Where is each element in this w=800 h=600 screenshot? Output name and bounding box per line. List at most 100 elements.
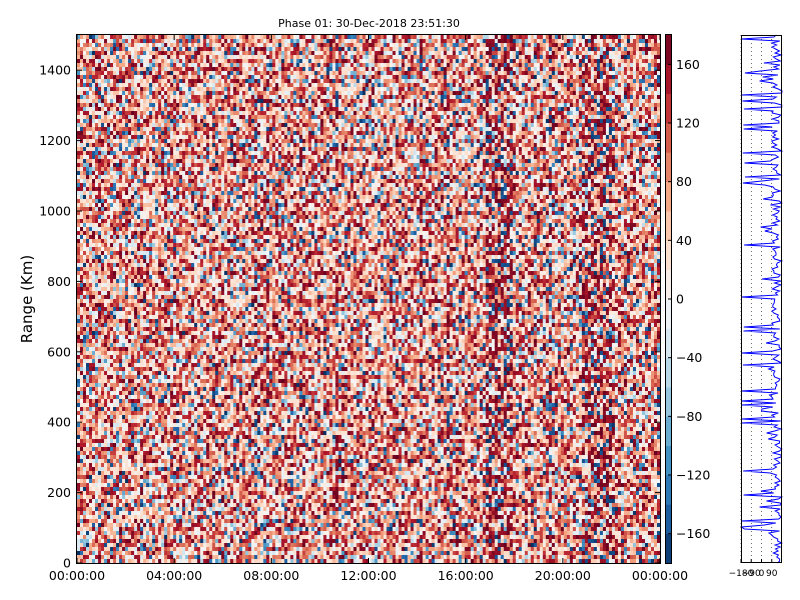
heatmap-cell bbox=[107, 391, 110, 395]
heatmap-cell bbox=[131, 499, 134, 503]
heatmap-cell bbox=[170, 531, 173, 535]
heatmap-cell bbox=[155, 243, 158, 247]
heatmap-cell bbox=[83, 415, 86, 419]
heatmap-cell bbox=[77, 287, 80, 291]
heatmap-cell bbox=[164, 143, 167, 147]
heatmap-cell bbox=[155, 535, 158, 539]
heatmap-cell bbox=[167, 495, 170, 499]
heatmap-cell bbox=[179, 275, 182, 279]
heatmap-cell bbox=[173, 307, 176, 311]
heatmap-cell bbox=[122, 543, 125, 547]
heatmap-cell bbox=[131, 199, 134, 203]
heatmap-cell bbox=[98, 271, 101, 275]
heatmap-cell bbox=[128, 223, 131, 227]
heatmap-cell bbox=[143, 535, 146, 539]
heatmap-cell bbox=[122, 215, 125, 219]
heatmap-cell bbox=[116, 211, 119, 215]
heatmap-cell bbox=[176, 191, 179, 195]
heatmap-cell bbox=[179, 415, 182, 419]
heatmap-cell bbox=[164, 235, 167, 239]
heatmap-cell bbox=[161, 95, 164, 99]
heatmap-cell bbox=[107, 227, 110, 231]
heatmap-cell bbox=[95, 247, 98, 251]
heatmap-cell bbox=[170, 203, 173, 207]
heatmap-cell bbox=[182, 255, 185, 259]
heatmap-cell bbox=[167, 547, 170, 551]
heatmap-cell bbox=[80, 479, 83, 483]
heatmap-cell bbox=[137, 255, 140, 259]
heatmap-cell bbox=[122, 499, 125, 503]
heatmap-cell bbox=[101, 139, 104, 143]
heatmap-cell bbox=[89, 79, 92, 83]
heatmap-cell bbox=[134, 143, 137, 147]
heatmap-cell bbox=[125, 203, 128, 207]
heatmap-cell bbox=[107, 199, 110, 203]
heatmap-cell bbox=[152, 455, 155, 459]
heatmap-cell bbox=[101, 335, 104, 339]
heatmap-cell bbox=[137, 171, 140, 175]
heatmap-cell bbox=[110, 427, 113, 431]
heatmap-cell bbox=[98, 395, 101, 399]
heatmap-cell bbox=[158, 163, 161, 167]
heatmap-cell bbox=[188, 91, 191, 95]
heatmap-cell bbox=[83, 315, 86, 319]
heatmap-cell bbox=[119, 451, 122, 455]
heatmap-cell bbox=[113, 179, 116, 183]
heatmap-cell bbox=[188, 39, 191, 43]
heatmap-cell bbox=[119, 139, 122, 143]
heatmap-cell bbox=[119, 223, 122, 227]
heatmap-cell bbox=[125, 303, 128, 307]
heatmap-cell bbox=[107, 363, 110, 367]
heatmap-cell bbox=[134, 555, 137, 559]
heatmap-cell bbox=[83, 487, 86, 491]
heatmap-cell bbox=[80, 111, 83, 115]
heatmap-cell bbox=[143, 539, 146, 543]
heatmap-cell bbox=[188, 59, 191, 63]
heatmap-cell bbox=[128, 43, 131, 47]
heatmap-cell bbox=[170, 451, 173, 455]
heatmap-cell bbox=[131, 95, 134, 99]
heatmap-cell bbox=[113, 367, 116, 371]
heatmap-cell bbox=[92, 275, 95, 279]
heatmap-cell bbox=[158, 415, 161, 419]
heatmap-cell bbox=[188, 243, 191, 247]
heatmap-cell bbox=[101, 187, 104, 191]
heatmap-cell bbox=[89, 207, 92, 211]
heatmap-cell bbox=[122, 35, 125, 39]
heatmap-cell bbox=[152, 379, 155, 383]
heatmap-cell bbox=[98, 403, 101, 407]
heatmap-cell bbox=[185, 379, 188, 383]
heatmap-cell bbox=[167, 259, 170, 263]
heatmap-cell bbox=[119, 355, 122, 359]
heatmap-cell bbox=[173, 311, 176, 315]
heatmap-cell bbox=[122, 423, 125, 427]
heatmap-cell bbox=[170, 335, 173, 339]
heatmap-cell bbox=[167, 387, 170, 391]
heatmap-cell bbox=[146, 207, 149, 211]
heatmap-cell bbox=[113, 523, 116, 527]
heatmap-cell bbox=[167, 379, 170, 383]
heatmap-cell bbox=[131, 123, 134, 127]
heatmap-cell bbox=[146, 223, 149, 227]
heatmap-cell bbox=[110, 527, 113, 531]
heatmap-cell bbox=[149, 323, 152, 327]
heatmap-cell bbox=[80, 131, 83, 135]
heatmap-cell bbox=[110, 243, 113, 247]
heatmap-cell bbox=[170, 167, 173, 171]
heatmap-cell bbox=[134, 439, 137, 443]
heatmap-cell bbox=[101, 75, 104, 79]
heatmap-cell bbox=[167, 59, 170, 63]
heatmap-cell bbox=[176, 463, 179, 467]
heatmap-cell bbox=[188, 247, 191, 251]
heatmap-cell bbox=[116, 127, 119, 131]
heatmap-cell bbox=[182, 75, 185, 79]
heatmap-cell bbox=[143, 35, 146, 39]
heatmap-cell bbox=[155, 475, 158, 479]
heatmap-cell bbox=[185, 467, 188, 471]
heatmap-cell bbox=[107, 335, 110, 339]
heatmap-cell bbox=[167, 531, 170, 535]
heatmap-cell bbox=[92, 463, 95, 467]
heatmap-cell bbox=[89, 175, 92, 179]
heatmap-cell bbox=[101, 455, 104, 459]
heatmap-cell bbox=[185, 315, 188, 319]
